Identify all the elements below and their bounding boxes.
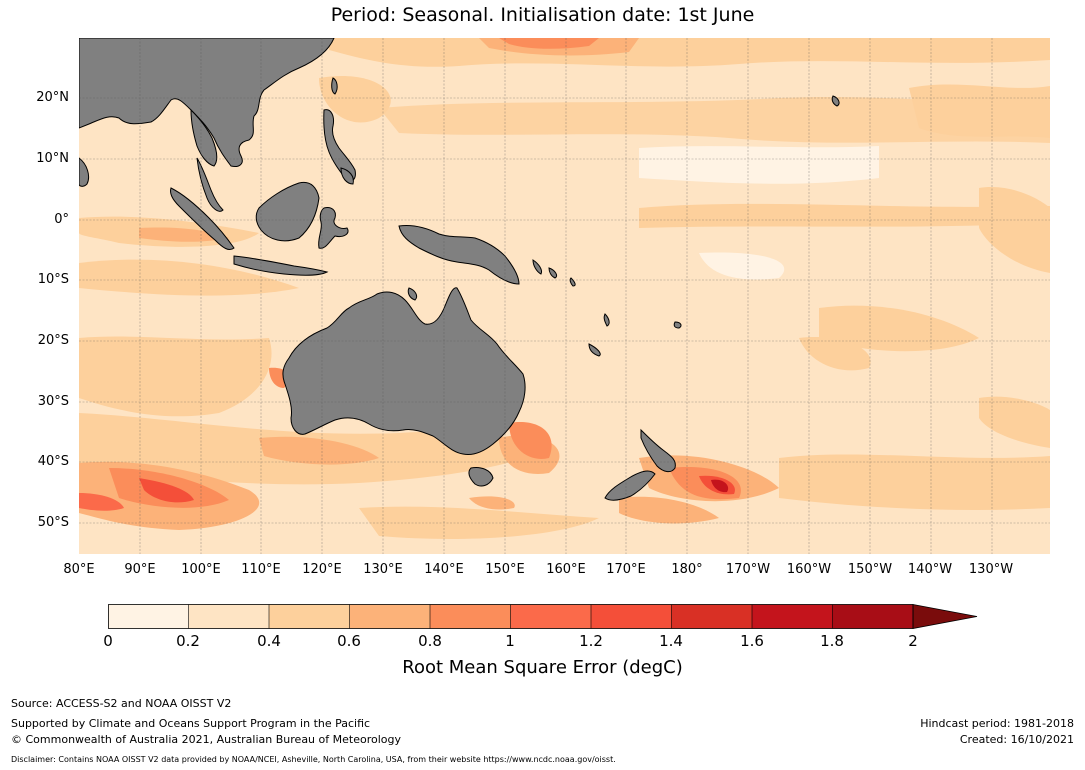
lon-label-100e: 100°E [181, 562, 221, 577]
colorbar-tick-1-6: 1.6 [740, 632, 764, 650]
colorbar-segment [752, 604, 833, 629]
java-island [233, 255, 329, 276]
lat-label-50s: 50°S [37, 515, 69, 530]
colorbar [108, 604, 980, 634]
colorbar-tick-0: 0 [103, 632, 113, 650]
graticule [79, 38, 1050, 554]
lon-label-160e: 160°E [546, 562, 586, 577]
colorbar-tick-1-8: 1.8 [820, 632, 844, 650]
lon-label-140w: 140°W [907, 562, 953, 577]
colorbar-tick-1-4: 1.4 [659, 632, 683, 650]
sulawesi-island [318, 207, 349, 249]
australia-landmass [282, 287, 526, 455]
colorbar-segment [108, 604, 189, 629]
colorbar-svg [108, 604, 978, 629]
new-zealand-north [640, 428, 676, 473]
lat-label-40s: 40°S [37, 454, 69, 469]
lon-label-180: 180° [671, 562, 703, 577]
lat-label-0: 0° [54, 212, 69, 227]
malay-peninsula [196, 157, 224, 212]
tasmania-island [468, 467, 494, 487]
borneo-island [255, 181, 320, 242]
disclaimer-text: Disclaimer: Contains NOAA OISST V2 data … [11, 755, 616, 764]
new-guinea-island [398, 225, 520, 285]
hindcast-period-text: Hindcast period: 1981-2018 [920, 717, 1074, 730]
created-date-text: Created: 16/10/2021 [959, 733, 1074, 746]
philippines-islands [323, 109, 356, 182]
lon-label-150e: 150°E [485, 562, 525, 577]
chart-title: Period: Seasonal. Initialisation date: 1… [330, 4, 755, 26]
lon-label-120e: 120°E [302, 562, 342, 577]
colorbar-tick-1-2: 1.2 [579, 632, 603, 650]
lon-label-130w: 130°W [968, 562, 1014, 577]
colorbar-tick-1: 1 [505, 632, 515, 650]
colorbar-segment [349, 604, 431, 629]
asia-landmass [79, 38, 335, 167]
lon-label-110e: 110°E [241, 562, 281, 577]
colorbar-segment [269, 604, 350, 629]
lat-label-20n: 20°N [36, 90, 69, 105]
lon-label-90e: 90°E [124, 562, 156, 577]
lon-label-170e: 170°E [606, 562, 646, 577]
lon-label-130e: 130°E [363, 562, 403, 577]
support-text: Supported by Climate and Oceans Support … [11, 717, 371, 730]
indochina-landmass [190, 108, 218, 167]
colorbar-tick-0-2: 0.2 [176, 632, 200, 650]
colorbar-tick-0-4: 0.4 [257, 632, 281, 650]
colorbar-segment [430, 604, 511, 629]
colorbar-tick-0-6: 0.6 [337, 632, 361, 650]
lat-label-10n: 10°N [36, 151, 69, 166]
lat-label-30s: 30°S [37, 394, 69, 409]
lon-label-140e: 140°E [424, 562, 464, 577]
colorbar-segment [591, 604, 672, 629]
colorbar-tick-2: 2 [908, 632, 918, 650]
colorbar-extend-arrow [912, 604, 978, 629]
lon-label-80e: 80°E [63, 562, 95, 577]
colorbar-segment [188, 604, 270, 629]
map-canvas [79, 38, 1050, 554]
lon-label-170w: 170°W [725, 562, 771, 577]
rmse-map [79, 38, 1050, 554]
landmasses [79, 38, 840, 501]
colorbar-segment [832, 604, 914, 629]
copyright-text: © Commonwealth of Australia 2021, Austra… [11, 733, 401, 746]
lat-label-20s: 20°S [37, 333, 69, 348]
colorbar-tick-0-8: 0.8 [418, 632, 442, 650]
new-zealand-south [604, 470, 656, 501]
source-text: Source: ACCESS-S2 and NOAA OISST V2 [11, 697, 232, 710]
lon-label-160w: 160°W [786, 562, 832, 577]
sumatra-island [170, 187, 235, 251]
lon-label-150w: 150°W [847, 562, 893, 577]
colorbar-segment [671, 604, 753, 629]
india-tip [79, 157, 90, 187]
lat-label-10s: 10°S [37, 272, 69, 287]
colorbar-frame [108, 604, 914, 629]
colorbar-label: Root Mean Square Error (degC) [402, 657, 683, 678]
colorbar-segment [510, 604, 592, 629]
